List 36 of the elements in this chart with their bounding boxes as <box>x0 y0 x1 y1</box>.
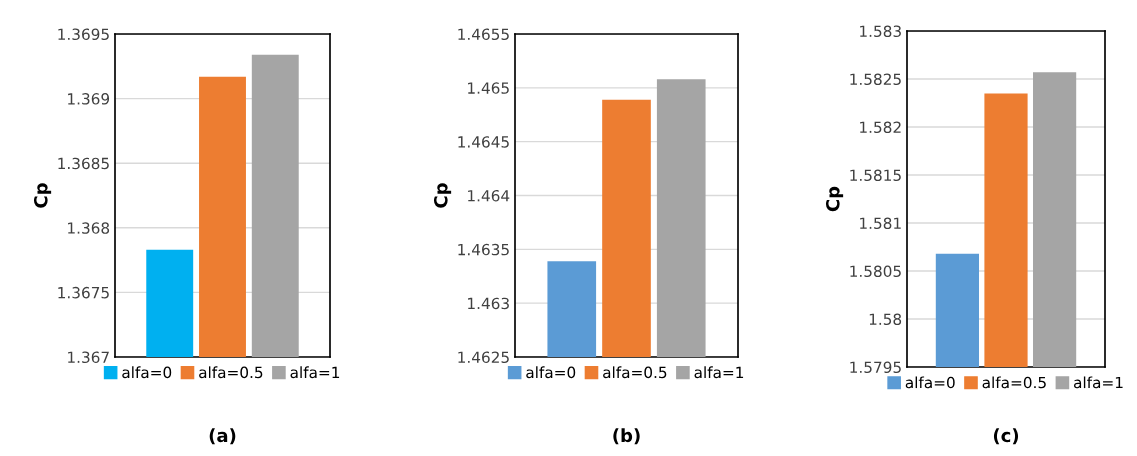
y-tick-label: 1.3685 <box>58 157 109 170</box>
y-tick-label: 1.5825 <box>850 73 901 86</box>
y-tick-label: 1.4625 <box>458 351 509 364</box>
y-tick-label: 1.581 <box>860 217 901 230</box>
y-tick-label: 1.3695 <box>58 28 109 41</box>
y-tick-label: 1.4655 <box>458 28 509 41</box>
text: (b) <box>613 428 640 445</box>
y-tick-label: 1.463 <box>468 297 509 310</box>
y-axis-title: Cp <box>433 183 452 208</box>
y-tick-label: 1.4635 <box>458 243 509 256</box>
legend-label: alfa=0 <box>526 366 576 379</box>
y-tick-label: 1.58 <box>869 313 902 326</box>
y-tick-label: 1.5805 <box>850 265 901 278</box>
y-axis-title: Cp <box>33 183 52 208</box>
y-tick-label: 1.368 <box>68 222 110 234</box>
y-tick-label: 1.5815 <box>850 169 901 182</box>
legend-label: alfa=0.5 <box>603 366 667 379</box>
y-tick-label: 1.465 <box>468 82 509 94</box>
y-tick-label: 1.464 <box>468 189 510 202</box>
text: (a) <box>209 428 236 445</box>
y-tick-label: 1.582 <box>860 121 901 134</box>
y-tick-label: 1.4645 <box>458 136 509 148</box>
legend-label: alfa=1 <box>290 366 340 379</box>
y-tick-label: 1.367 <box>68 351 109 364</box>
text: (c) <box>993 428 1019 445</box>
y-tick-label: 1.5795 <box>850 361 901 374</box>
legend-label: alfa=0 <box>905 376 955 389</box>
y-tick-label: 1.583 <box>860 25 901 38</box>
y-tick-label: 1.3675 <box>58 286 109 299</box>
legend-label: alfa=1 <box>1074 376 1123 389</box>
y-axis-title: Cp <box>825 186 844 212</box>
legend-label: alfa=0.5 <box>982 376 1046 389</box>
legend-label: alfa=1 <box>694 366 744 379</box>
legend-label: alfa=0 <box>122 366 172 379</box>
y-tick-label: 1.369 <box>68 93 110 105</box>
legend-label: alfa=0.5 <box>199 366 263 379</box>
